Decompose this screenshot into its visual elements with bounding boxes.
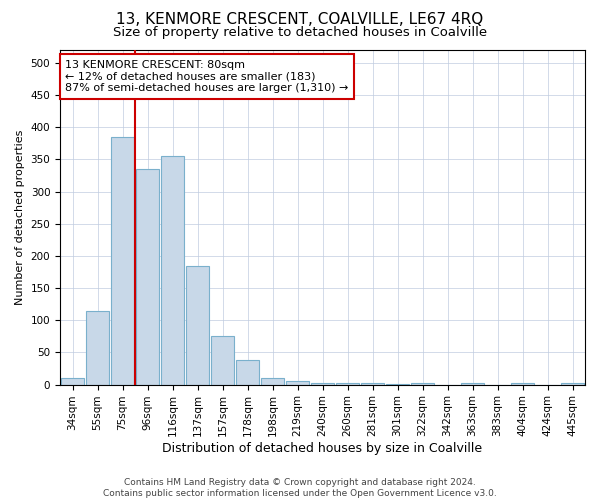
Bar <box>211 336 235 384</box>
Bar <box>136 169 160 384</box>
Bar <box>110 137 134 384</box>
Bar <box>236 360 259 384</box>
Bar <box>61 378 85 384</box>
Bar <box>511 382 535 384</box>
Bar <box>286 380 310 384</box>
Bar <box>260 378 284 384</box>
Text: 13, KENMORE CRESCENT, COALVILLE, LE67 4RQ: 13, KENMORE CRESCENT, COALVILLE, LE67 4R… <box>116 12 484 28</box>
X-axis label: Distribution of detached houses by size in Coalville: Distribution of detached houses by size … <box>163 442 482 455</box>
Text: 13 KENMORE CRESCENT: 80sqm
← 12% of detached houses are smaller (183)
87% of sem: 13 KENMORE CRESCENT: 80sqm ← 12% of deta… <box>65 60 349 93</box>
Bar <box>86 310 109 384</box>
Text: Size of property relative to detached houses in Coalville: Size of property relative to detached ho… <box>113 26 487 39</box>
Y-axis label: Number of detached properties: Number of detached properties <box>15 130 25 305</box>
Text: Contains HM Land Registry data © Crown copyright and database right 2024.
Contai: Contains HM Land Registry data © Crown c… <box>103 478 497 498</box>
Bar <box>161 156 184 384</box>
Bar <box>185 266 209 384</box>
